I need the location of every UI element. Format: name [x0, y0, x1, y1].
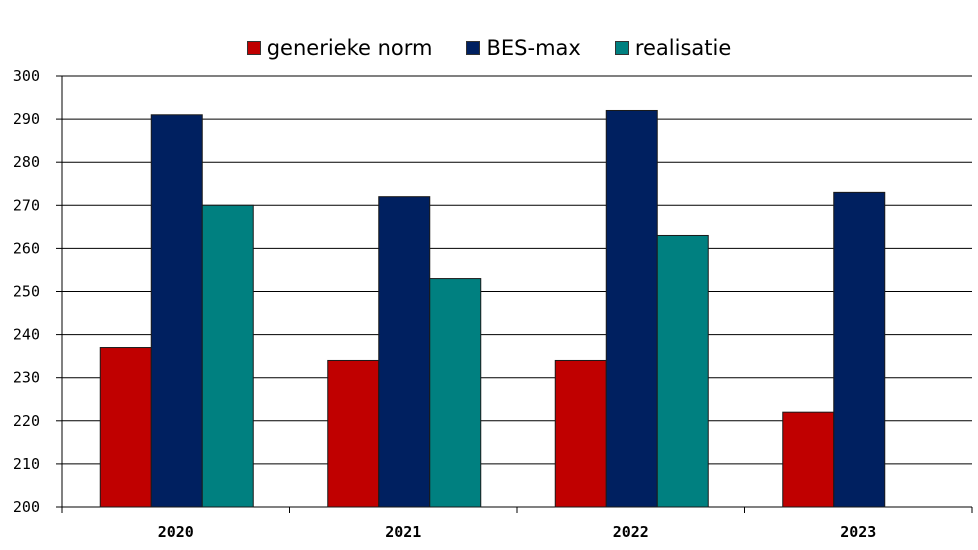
ytick-label-270: 270 [13, 196, 40, 214]
ytick-label-260: 260 [13, 239, 40, 257]
bar-generieke-norm-2021 [327, 359, 380, 508]
category-label-2022: 2022 [613, 523, 649, 541]
legend-swatch-generieke-norm [246, 41, 261, 55]
bar-realisatie-2022 [656, 234, 709, 508]
category-label-2021: 2021 [385, 523, 421, 541]
legend-item-generieke-norm: generieke norm [246, 36, 433, 60]
chart-legend: generieke norm BES-max realisatie [0, 36, 978, 60]
bar-bes-max-2022 [605, 109, 658, 508]
category-label-2020: 2020 [158, 523, 194, 541]
ytick-label-250: 250 [13, 283, 40, 301]
bar-bes-max-2020 [150, 114, 203, 508]
ytick-label-210: 210 [13, 455, 40, 473]
ytick-label-220: 220 [13, 412, 40, 430]
bar-generieke-norm-2023 [782, 411, 835, 508]
legend-label-bes-max: BES-max [486, 36, 581, 60]
bar-realisatie-2021 [429, 278, 482, 508]
ytick-label-230: 230 [13, 369, 40, 387]
bar-generieke-norm-2022 [554, 359, 607, 508]
bar-generieke-norm-2020 [99, 347, 152, 508]
legend-item-realisatie: realisatie [614, 36, 732, 60]
ytick-label-280: 280 [13, 153, 40, 171]
legend-item-bes-max: BES-max [466, 36, 581, 60]
ytick-label-200: 200 [13, 498, 40, 516]
bar-bes-max-2023 [833, 191, 886, 508]
category-label-2023: 2023 [840, 523, 876, 541]
ytick-label-290: 290 [13, 110, 40, 128]
ytick-label-300: 300 [13, 67, 40, 85]
legend-swatch-bes-max [466, 41, 481, 55]
legend-swatch-realisatie [614, 41, 629, 55]
bar-bes-max-2021 [378, 196, 431, 508]
legend-label-generieke-norm: generieke norm [266, 36, 433, 60]
legend-label-realisatie: realisatie [634, 36, 732, 60]
ytick-label-240: 240 [13, 326, 40, 344]
bar-realisatie-2020 [201, 204, 254, 508]
